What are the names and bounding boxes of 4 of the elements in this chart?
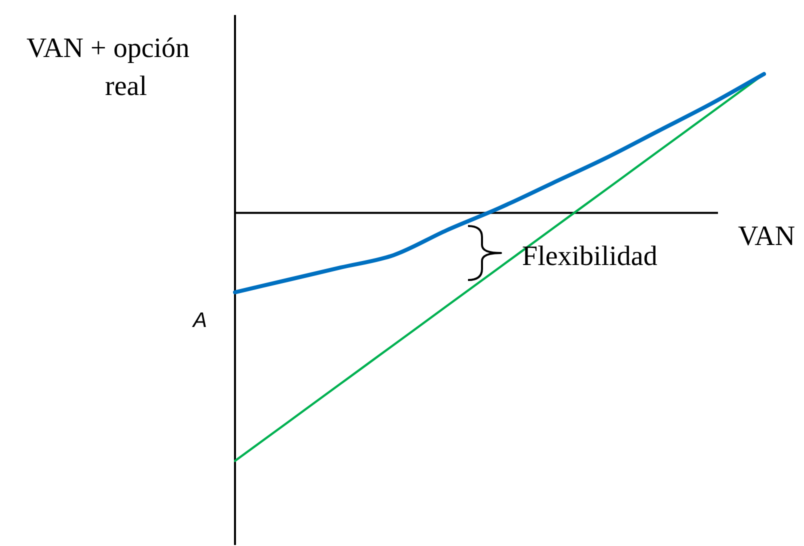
x-axis-title: VAN: [738, 220, 796, 252]
y-axis-title: VAN + opción real: [26, 33, 190, 102]
annotation: Flexibilidad: [522, 241, 658, 272]
text: A: [191, 309, 208, 332]
